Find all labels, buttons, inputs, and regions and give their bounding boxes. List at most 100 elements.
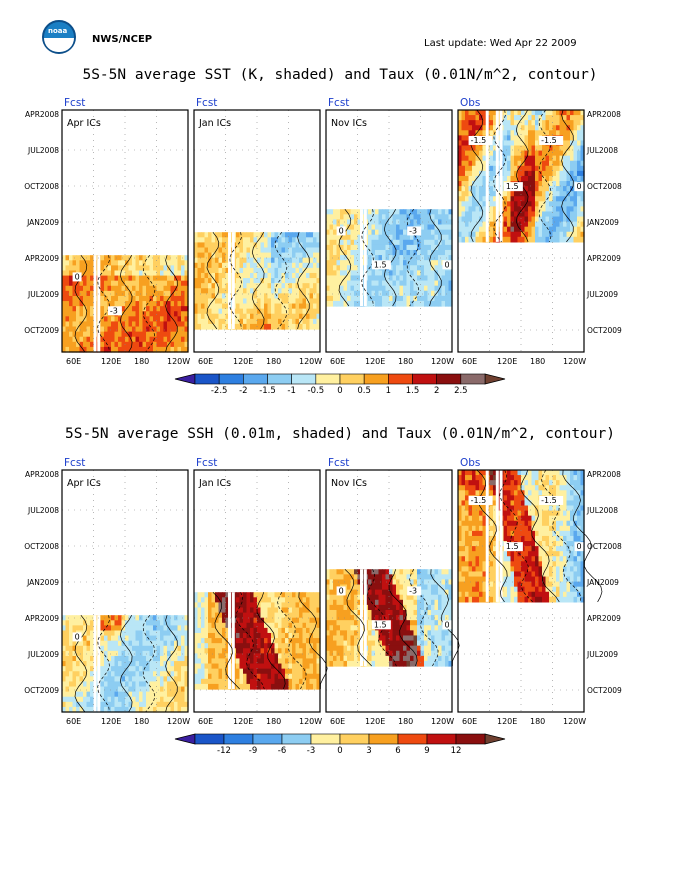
contour-line: [277, 592, 307, 690]
heatmap-cell: [385, 255, 390, 261]
heatmap-cell: [211, 272, 216, 279]
heatmap-cell: [118, 255, 123, 261]
heatmap-cell: [125, 640, 130, 647]
heatmap-cell: [542, 236, 547, 243]
heatmap-cell: [549, 160, 554, 167]
heatmap-cell: [399, 645, 404, 652]
heatmap-cell: [204, 648, 209, 654]
heatmap-cell: [288, 323, 293, 330]
heatmap-cell: [521, 160, 526, 167]
heatmap-cell: [239, 597, 244, 603]
heatmap-cell: [577, 145, 582, 152]
heatmap-cell: [107, 285, 112, 292]
heatmap-cell: [542, 186, 547, 192]
heatmap-cell: [160, 316, 165, 323]
heatmap-cell: [577, 221, 582, 228]
heatmap-cell: [135, 655, 140, 662]
heatmap-cell: [128, 661, 133, 667]
heatmap-cell: [236, 668, 241, 675]
heatmap-cell: [260, 252, 265, 259]
heatmap-cell: [156, 706, 161, 713]
heatmap-cell: [104, 625, 109, 632]
heatmap-cell: [149, 630, 154, 637]
heatmap-cell: [431, 295, 436, 302]
heatmap-cell: [111, 316, 116, 323]
heatmap-cell: [368, 285, 373, 292]
heatmap-cell: [382, 234, 387, 241]
heatmap-cell: [246, 278, 251, 284]
heatmap-cell: [72, 316, 77, 323]
heatmap-cell: [295, 272, 300, 279]
heatmap-cell: [531, 221, 536, 228]
heatmap-cell: [135, 635, 140, 642]
heatmap-cell: [79, 686, 84, 693]
heatmap-cell: [239, 632, 244, 639]
heatmap-cell: [489, 206, 494, 213]
heatmap-cell: [197, 607, 202, 614]
heatmap-cell: [215, 242, 220, 249]
heatmap-cell: [403, 584, 408, 591]
heatmap-cell: [403, 594, 408, 601]
heatmap-cell: [181, 630, 186, 637]
heatmap-cell: [309, 298, 314, 305]
heatmap-cell: [153, 255, 158, 261]
heatmap-cell: [399, 270, 404, 277]
heatmap-cell: [197, 653, 202, 660]
heatmap-cell: [559, 145, 564, 152]
heatmap-cell: [299, 308, 304, 315]
heatmap-cell: [396, 604, 401, 611]
heatmap-cell: [403, 249, 408, 256]
heatmap-cell: [340, 300, 345, 307]
heatmap-cell: [510, 231, 515, 238]
heatmap-cell: [465, 191, 470, 197]
heatmap-cell: [329, 630, 334, 637]
heatmap-cell: [354, 244, 359, 251]
heatmap-cell: [482, 186, 487, 192]
heatmap-cell: [65, 326, 70, 333]
heatmap-cell: [368, 219, 373, 226]
heatmap-cell: [177, 630, 182, 637]
heatmap-cell: [107, 691, 112, 698]
heatmap-cell: [357, 265, 362, 271]
heatmap-cell: [107, 331, 112, 338]
heatmap-cell: [264, 272, 269, 279]
heatmap-cell: [389, 234, 394, 241]
heatmap-cell: [100, 630, 105, 637]
heatmap-cell: [482, 206, 487, 213]
heatmap-cell: [184, 691, 189, 698]
heatmap-cell: [215, 602, 220, 609]
heatmap-cell: [104, 265, 109, 272]
agency-label: NWS/NCEP: [92, 34, 153, 45]
heatmap-cell: [292, 278, 297, 284]
heatmap-cell: [357, 569, 362, 575]
heatmap-cell: [174, 630, 179, 637]
heatmap-cell: [295, 643, 300, 649]
heatmap-cell: [479, 186, 484, 192]
heatmap-cell: [517, 211, 522, 218]
heatmap-cell: [260, 283, 265, 289]
heatmap-cell: [288, 232, 293, 238]
heatmap-cell: [531, 115, 536, 121]
heatmap-cell: [201, 303, 206, 310]
heatmap-cell: [392, 270, 397, 277]
heatmap-cell: [167, 650, 172, 657]
heatmap-cell: [329, 290, 334, 297]
heatmap-cell: [69, 321, 74, 328]
heatmap-cell: [563, 110, 568, 116]
heatmap-cell: [264, 298, 269, 305]
heatmap-cell: [448, 214, 453, 221]
heatmap-cell: [406, 214, 411, 221]
heatmap-cell: [306, 237, 311, 243]
heatmap-cell: [580, 236, 585, 243]
heatmap-cell: [347, 660, 352, 667]
heatmap-cell: [521, 155, 526, 162]
heatmap-cell: [177, 321, 182, 328]
heatmap-cell: [271, 612, 276, 619]
heatmap-cell: [392, 604, 397, 611]
heatmap-cell: [218, 612, 223, 619]
heatmap-cell: [340, 285, 345, 292]
heatmap-cell: [306, 668, 311, 675]
heatmap-cell: [111, 346, 116, 353]
heatmap-cell: [201, 607, 206, 614]
heatmap-cell: [468, 216, 473, 223]
